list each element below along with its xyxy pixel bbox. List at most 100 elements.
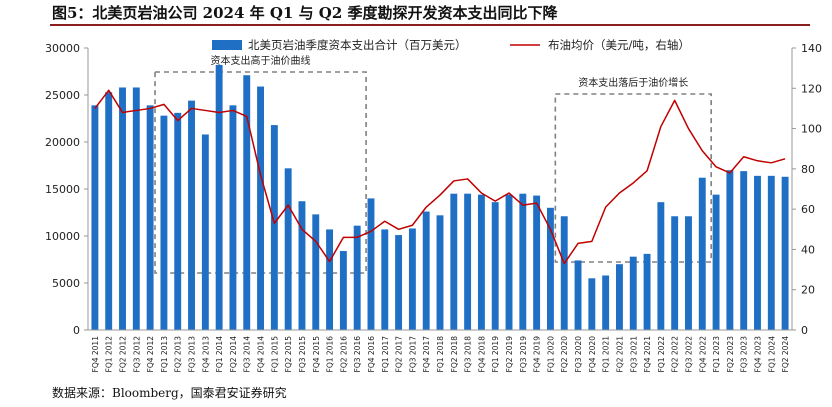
legend: 北美页岩油季度资本支出合计（百万美元） 布油均价（美元/吨，右轴） [212, 38, 690, 52]
left-tick-label: 0 [73, 324, 80, 337]
bar-0 [91, 105, 99, 330]
x-tick-label: FQ4 2018 [477, 336, 486, 373]
bar-18 [339, 251, 347, 330]
x-tick-label: FQ2 2019 [505, 336, 514, 373]
x-tick-label: FQ1 2020 [546, 336, 555, 373]
x-tick-label: FQ3 2022 [684, 336, 693, 373]
x-tick-label: FQ3 2019 [519, 336, 528, 373]
x-tick-label: FQ1 2023 [712, 336, 721, 373]
x-tick-label: FQ4 2014 [257, 336, 266, 373]
x-tick-label: FQ1 2018 [436, 336, 445, 373]
x-tick-label: FQ2 2012 [119, 336, 128, 373]
right-tick-label: 120 [801, 82, 822, 95]
bar-19 [353, 225, 361, 330]
bar-48 [754, 175, 761, 330]
left-tick-label: 10000 [45, 230, 80, 243]
x-tick-label: FQ2 2024 [781, 336, 790, 373]
bar-47 [740, 171, 748, 330]
x-tick-label: FQ4 2016 [367, 336, 376, 373]
bar-46 [726, 170, 734, 330]
x-tick-label: FQ3 2021 [629, 336, 638, 373]
bar-32 [533, 195, 541, 330]
bar-49 [767, 175, 775, 330]
x-tick-label: FQ2 2017 [395, 336, 404, 373]
x-tick-label: FQ2 2022 [671, 336, 680, 373]
x-tick-label: FQ4 2013 [201, 336, 210, 373]
bar-1 [105, 92, 113, 331]
bar-39 [629, 256, 637, 330]
right-tick-label: 100 [801, 123, 822, 136]
bar-21 [381, 229, 389, 330]
right-tick-label: 0 [801, 324, 808, 337]
x-tick-label: FQ4 2015 [312, 336, 321, 373]
annotation-label-1: 资本支出高于油价曲线 [211, 54, 311, 67]
x-tick-label: FQ3 2020 [574, 336, 583, 373]
bar-20 [367, 198, 375, 330]
bar-14 [284, 168, 292, 330]
x-tick-label: FQ4 2023 [753, 336, 762, 373]
bar-3 [132, 87, 140, 330]
x-tick-label: FQ3 2018 [464, 336, 473, 373]
bar-24 [422, 211, 430, 330]
bar-41 [657, 202, 665, 330]
x-tick-label: FQ1 2013 [160, 336, 169, 373]
legend-bar-swatch [212, 40, 242, 50]
x-tick-label: FQ4 2011 [91, 336, 100, 373]
left-tick-label: 30000 [45, 42, 80, 55]
left-tick-label: 15000 [45, 183, 80, 196]
bar-27 [464, 193, 472, 330]
bar-26 [450, 193, 458, 330]
annotation-label-2: 资本支出落后于油价增长 [578, 76, 688, 89]
bar-15 [298, 201, 306, 330]
x-tick-label: FQ1 2021 [602, 336, 611, 373]
brent-price-line [94, 89, 786, 265]
right-tick-label: 60 [801, 203, 815, 216]
bar-34 [560, 216, 568, 330]
x-tick-label: FQ3 2017 [408, 336, 417, 373]
figure-title: 图5：北美页岩油公司 2024 年 Q1 与 Q2 季度勘探开发资本支出同比下降 [52, 4, 558, 22]
bar-10 [229, 105, 237, 330]
bar-42 [671, 216, 679, 330]
x-tick-label: FQ2 2023 [726, 336, 735, 373]
figure-source: 数据来源：Bloomberg，国泰君安证券研究 [52, 386, 287, 400]
x-tick-label: FQ1 2012 [105, 336, 114, 373]
bar-23 [408, 228, 416, 330]
right-tick-label: 80 [801, 163, 815, 176]
bar-12 [257, 86, 264, 330]
bar-31 [519, 193, 527, 330]
bar-16 [312, 214, 320, 330]
x-tick-label: FQ4 2019 [533, 336, 542, 373]
x-tick-label: FQ3 2015 [298, 336, 307, 373]
x-tick-label: FQ3 2016 [353, 336, 362, 373]
x-tick-label: FQ4 2021 [643, 336, 652, 373]
bar-4 [146, 105, 154, 330]
x-tick-label: FQ4 2012 [146, 336, 155, 373]
x-tick-label: FQ1 2022 [657, 336, 666, 373]
x-tick-label: FQ2 2021 [615, 336, 624, 373]
x-tick-label: FQ4 2022 [698, 336, 707, 373]
x-tick-label: FQ1 2017 [381, 336, 390, 373]
bar-37 [602, 275, 610, 330]
bar-50 [781, 176, 789, 330]
bar-28 [477, 194, 485, 330]
bar-11 [243, 75, 251, 330]
bar-17 [326, 229, 334, 330]
x-tick-label: FQ4 2020 [588, 336, 597, 373]
bar-44 [698, 177, 706, 330]
bar-22 [395, 235, 403, 330]
bar-36 [588, 278, 596, 330]
legend-bar-label: 北美页岩油季度资本支出合计（百万美元） [248, 38, 467, 52]
x-tick-label: FQ1 2019 [491, 336, 500, 373]
left-tick-label: 20000 [45, 136, 80, 149]
bar-7 [188, 100, 195, 330]
x-tick-label: FQ1 2014 [215, 336, 224, 373]
bar-9 [215, 64, 223, 331]
right-tick-label: 20 [801, 284, 815, 297]
x-tick-label: FQ4 2017 [422, 336, 431, 373]
x-tick-label: FQ1 2015 [270, 336, 279, 373]
right-tick-label: 40 [801, 243, 815, 256]
bar-2 [119, 87, 126, 330]
x-tick-label: FQ1 2016 [326, 336, 335, 373]
bar-30 [505, 194, 513, 330]
